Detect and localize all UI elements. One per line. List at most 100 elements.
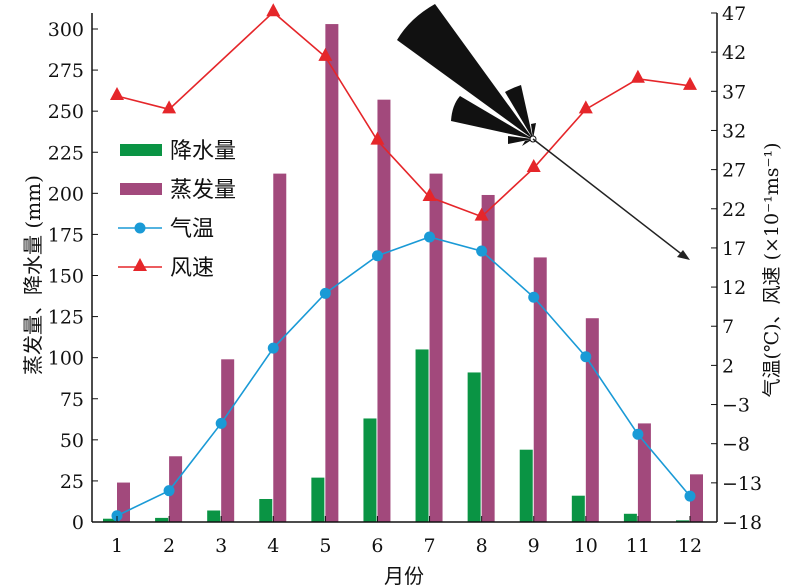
legend-swatch [120, 183, 162, 195]
y-tick-label-left: 200 [48, 183, 84, 205]
y-axis-label-left: 蒸发量、降水量 (mm) [21, 175, 45, 375]
bar-precipitation [519, 449, 533, 522]
y-tick-label-right: 7 [722, 316, 734, 338]
point-temperature [267, 342, 279, 354]
point-temperature [684, 490, 696, 502]
bar-precipitation [311, 477, 325, 522]
bar-evaporation [377, 99, 391, 522]
point-wind-speed [318, 47, 333, 61]
wind-rose [397, 4, 690, 260]
point-temperature [632, 428, 644, 440]
legend-label: 风速 [170, 256, 214, 281]
wind-rose-sector-wnw [451, 96, 533, 139]
x-tick-label: 6 [371, 535, 383, 557]
x-tick-label: 3 [215, 535, 227, 557]
bar-precipitation [676, 520, 689, 522]
y-tick-label-right: 17 [722, 238, 746, 260]
x-tick-label: 1 [111, 535, 123, 557]
wind-direction-arrow [532, 138, 685, 257]
x-tick-label: 9 [528, 535, 540, 557]
point-wind-speed [370, 131, 385, 145]
wind-rose-sector-n [531, 123, 536, 139]
y-tick-label-right: −18 [722, 512, 762, 534]
wind-rose-sector-nnw [505, 85, 533, 139]
bar-evaporation [690, 474, 703, 522]
y-tick-label-left: 225 [48, 142, 84, 164]
y-tick-label-left: 0 [72, 512, 84, 534]
point-wind-speed [526, 159, 541, 173]
bar-evaporation [273, 173, 287, 522]
point-wind-speed [474, 207, 489, 221]
y-tick-label-left: 150 [48, 266, 84, 288]
x-tick-label: 7 [423, 535, 435, 557]
bar-precipitation [259, 498, 273, 522]
point-wind-speed [162, 100, 177, 114]
y-tick-label-right: 47 [722, 3, 746, 25]
y-tick-label-left: 250 [48, 101, 84, 123]
x-tick-label: 12 [678, 535, 702, 557]
point-wind-speed [110, 87, 124, 101]
bar-precipitation [155, 517, 169, 522]
y-tick-label-right: 42 [722, 42, 746, 64]
y-tick-label-right: −13 [722, 473, 762, 495]
x-tick-label: 8 [476, 535, 488, 557]
wind-rose-sector-nw [397, 4, 533, 139]
y-tick-label-left: 275 [48, 60, 84, 82]
x-tick-label: 4 [267, 535, 279, 557]
point-temperature [163, 485, 175, 497]
y-tick-label-left: 25 [60, 471, 84, 493]
point-wind-speed [422, 188, 437, 202]
bar-evaporation [481, 194, 495, 522]
bar-precipitation [623, 513, 637, 522]
y-tick-label-left: 125 [48, 307, 84, 329]
point-temperature [111, 510, 123, 522]
bar-evaporation [221, 359, 235, 522]
bar-evaporation [585, 318, 599, 522]
arrow-head-icon [677, 250, 690, 260]
bar-precipitation [207, 510, 221, 522]
point-temperature [580, 351, 592, 363]
y-tick-label-left: 75 [60, 389, 84, 411]
legend-swatch [120, 144, 162, 156]
point-temperature [319, 287, 331, 299]
bar-precipitation [467, 372, 481, 522]
legend-label: 降水量 [170, 139, 236, 164]
bar-precipitation [103, 518, 116, 522]
point-temperature [528, 291, 540, 303]
y-tick-label-left: 50 [60, 430, 84, 452]
y-axis-label-right: 气温(℃)、风速 (×10⁻¹ms⁻¹) [761, 142, 783, 397]
bar-evaporation [429, 173, 443, 522]
bar-evaporation [533, 257, 547, 522]
x-tick-label: 2 [163, 535, 175, 557]
point-temperature [424, 231, 436, 243]
point-temperature [215, 417, 227, 429]
legend-marker-circle [134, 222, 146, 234]
y-tick-label-right: 32 [722, 120, 746, 142]
bar-evaporation [637, 423, 651, 522]
point-wind-speed [266, 3, 281, 17]
bar-precipitation [571, 495, 585, 522]
point-temperature [476, 245, 488, 257]
y-tick-label-left: 100 [48, 348, 84, 370]
y-tick-label-right: −8 [722, 434, 750, 456]
y-tick-label-right: 22 [722, 199, 746, 221]
legend-marker-triangle [133, 258, 147, 271]
wind-rose-sector-w [508, 136, 533, 144]
y-tick-label-left: 175 [48, 224, 84, 246]
legend-label: 蒸发量 [170, 178, 236, 203]
point-wind-speed [683, 76, 697, 90]
legend-label: 气温 [170, 217, 214, 242]
x-axis-label: 月份 [384, 564, 424, 587]
line-temperature [116, 236, 691, 517]
bar-evaporation [169, 456, 183, 522]
y-tick-label-right: 2 [722, 355, 734, 377]
y-tick-label-right: −3 [722, 395, 750, 417]
bar-evaporation [325, 24, 339, 522]
y-tick-label-right: 37 [722, 81, 746, 103]
y-tick-label-right: 27 [722, 160, 746, 182]
point-wind-speed [578, 100, 593, 114]
x-tick-label: 11 [626, 535, 650, 557]
point-wind-speed [630, 69, 645, 83]
